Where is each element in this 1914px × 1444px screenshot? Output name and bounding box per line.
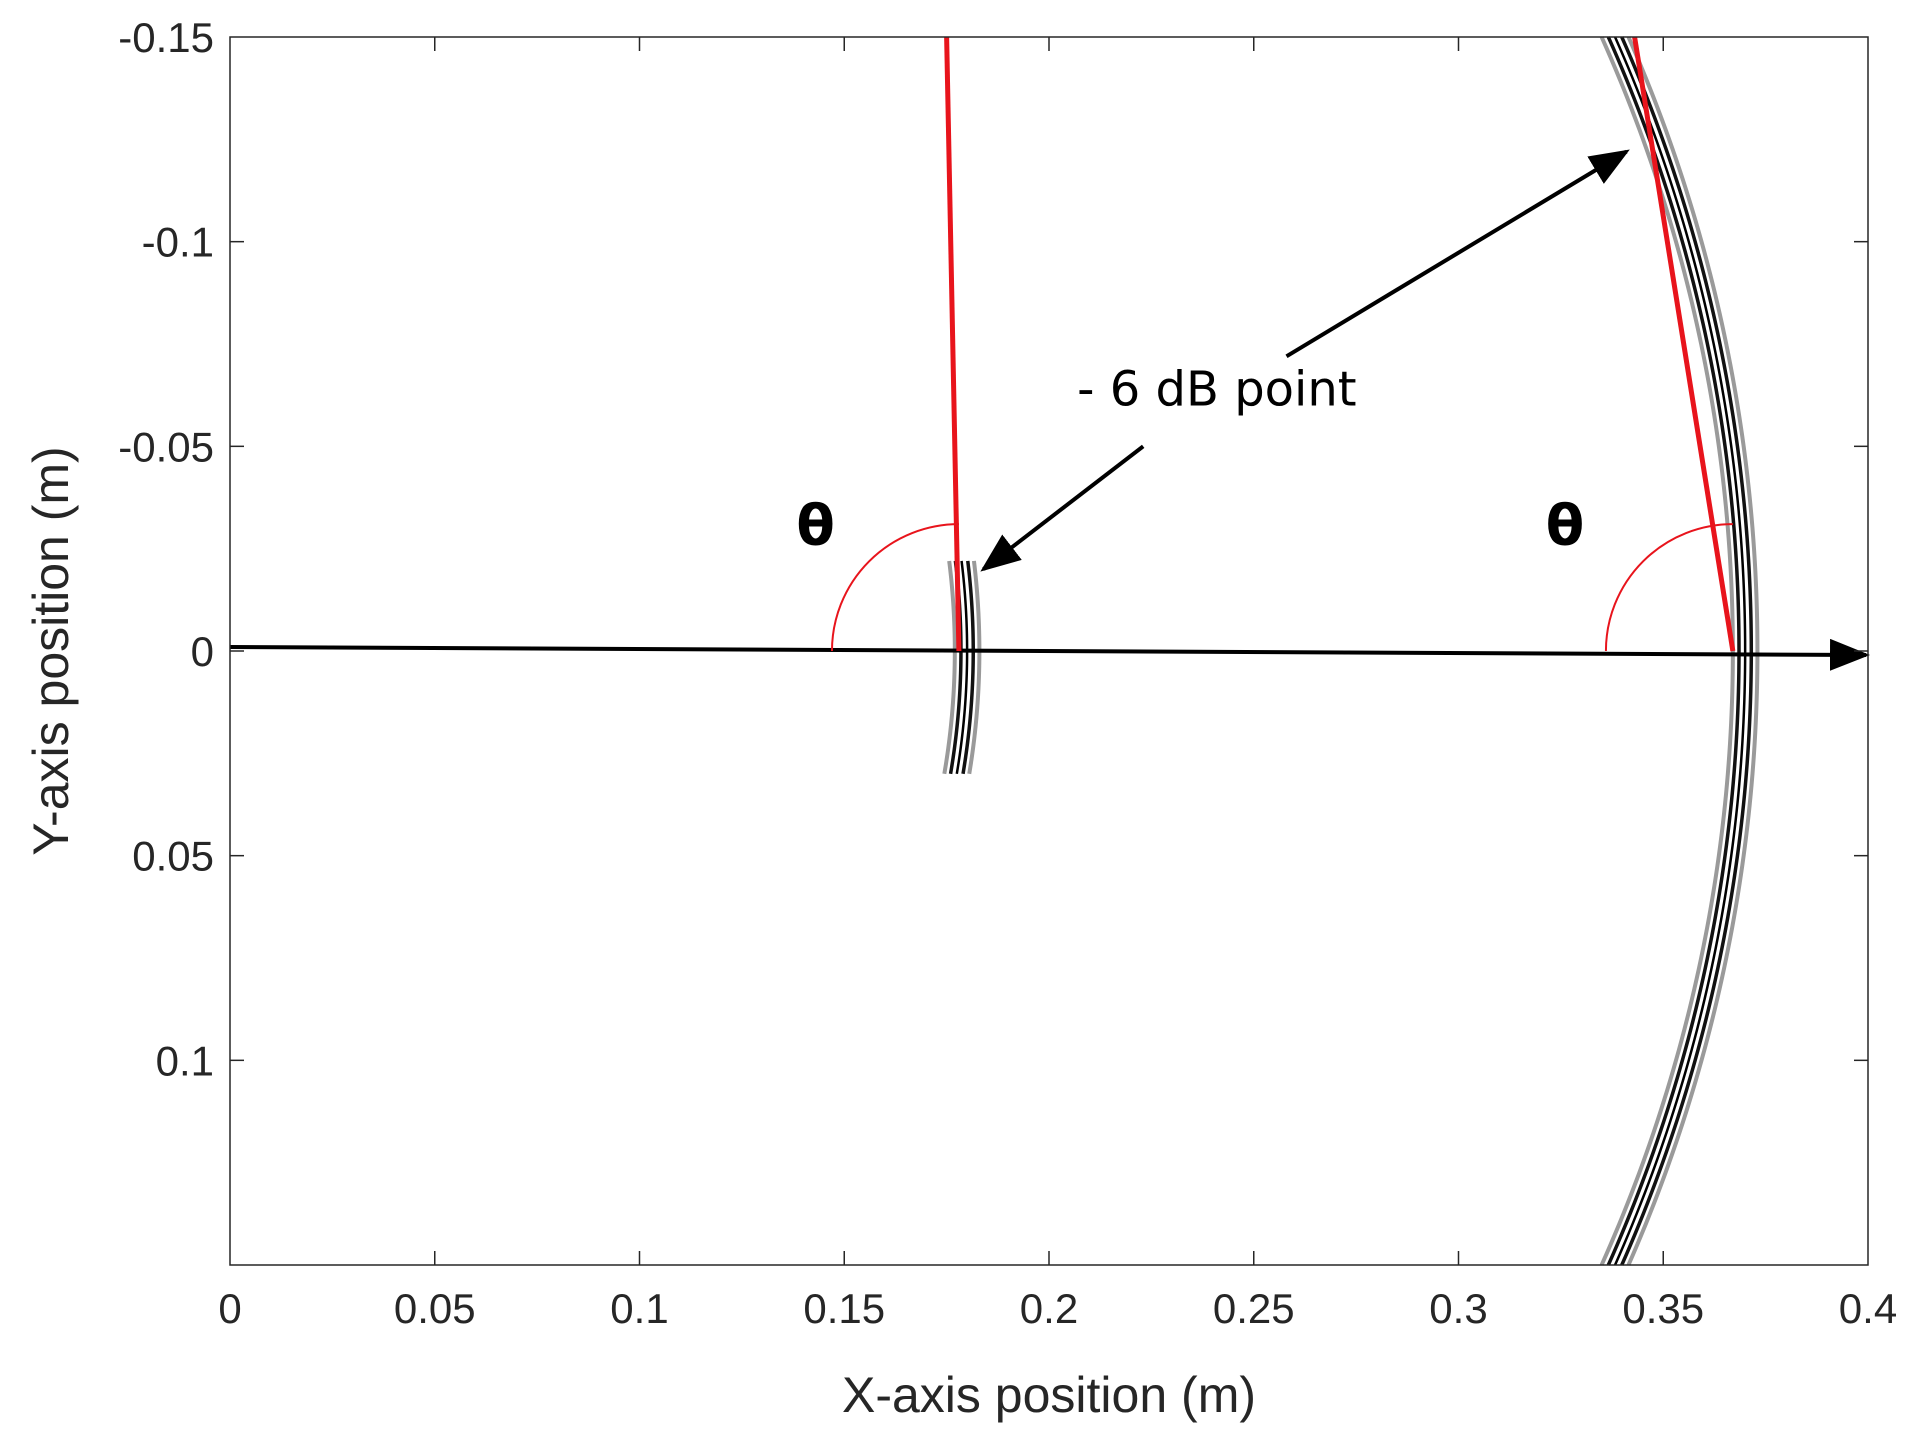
wavefront-arc-1-ring-3 xyxy=(1620,36,1754,1266)
x-axis-title: X-axis position (m) xyxy=(842,1367,1256,1423)
wavefront-arc-0-ring-4 xyxy=(967,560,982,775)
x-tick-label-0: 0 xyxy=(218,1285,241,1332)
propagation-axis-arrow xyxy=(229,638,1870,671)
wavefront-arc-0-ring-3 xyxy=(961,560,975,775)
annotation-arrow-0-0 xyxy=(980,444,1145,572)
x-tick-label-7: 0.35 xyxy=(1622,1285,1704,1332)
red-line-1 xyxy=(1632,36,1736,652)
wavefront-arc-1-ring-4 xyxy=(1626,36,1760,1266)
wavefront-arc-0-ring-0 xyxy=(942,560,957,775)
red-lines-layer xyxy=(229,36,1870,671)
x-tick-label-2: 0.1 xyxy=(610,1285,668,1332)
y-tick-label-1: -0.1 xyxy=(142,219,214,266)
theta-label-1: θ xyxy=(1546,494,1584,559)
angle-arc-1 xyxy=(1604,523,1733,652)
wavefront-arc-1-ring-1 xyxy=(1606,36,1741,1266)
x-tick-label-4: 0.2 xyxy=(1020,1285,1078,1332)
annotation-label-0: - 6 dB point xyxy=(1077,361,1356,417)
x-tick-label-8: 0.4 xyxy=(1839,1285,1897,1332)
red-line-0 xyxy=(944,36,962,652)
y-tick-label-5: 0.1 xyxy=(156,1037,214,1084)
y-tick-label-4: 0.05 xyxy=(132,833,214,880)
annotations-layer: - 6 dB point xyxy=(980,149,1630,572)
y-tick-label-0: -0.15 xyxy=(118,14,214,61)
wavefront-arc-1-ring-2 xyxy=(1613,36,1747,1266)
x-tick-label-3: 0.15 xyxy=(803,1285,885,1332)
theta-label-0: θ xyxy=(796,494,834,559)
x-tick-label-6: 0.3 xyxy=(1429,1285,1487,1332)
wavefront-layer xyxy=(942,36,1760,1266)
angle-arc-0 xyxy=(830,523,959,652)
y-tick-label-2: -0.05 xyxy=(118,423,214,470)
ticks-layer: 0 0.05 0.1 0.15 0.2 0.25 0.3 0.35 0.4 -0.15 -0.1 -0… xyxy=(118,14,1897,1332)
x-tick-label-5: 0.25 xyxy=(1213,1285,1295,1332)
y-tick-label-3: 0 xyxy=(191,628,214,675)
wavefront-arc-1-ring-0 xyxy=(1599,36,1735,1266)
wavefront-arc-0-ring-2 xyxy=(955,560,969,775)
y-axis-title: Y-axis position (m) xyxy=(23,446,79,855)
x-tick-label-1: 0.05 xyxy=(394,1285,476,1332)
annotation-arrow-0-1 xyxy=(1285,149,1630,358)
